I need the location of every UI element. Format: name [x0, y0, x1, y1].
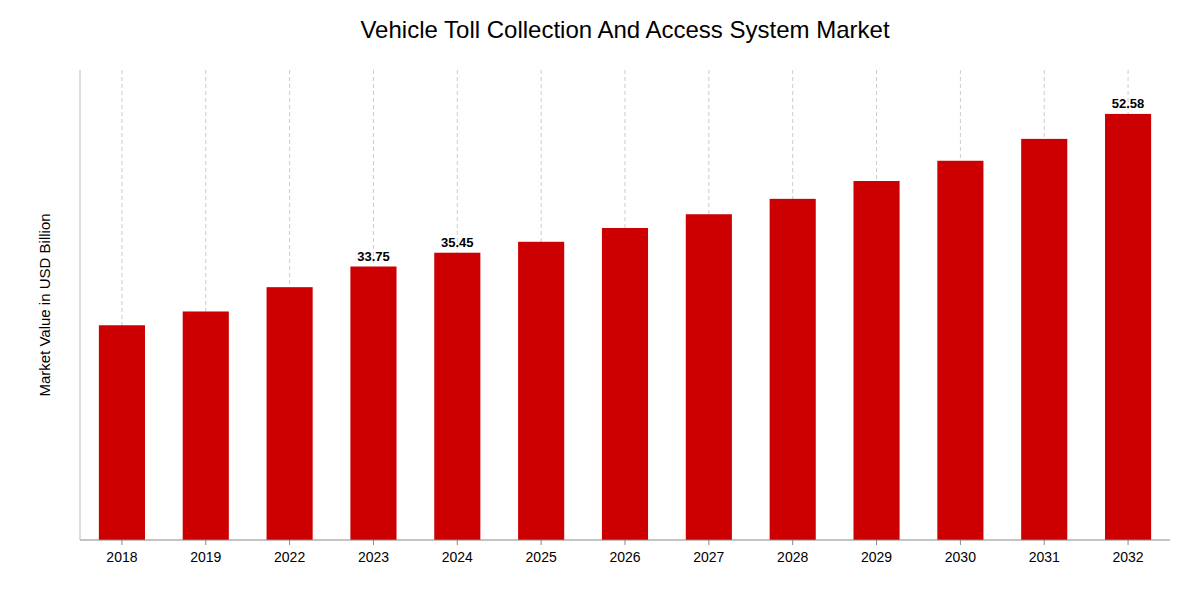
x-tick-label: 2023: [358, 549, 389, 565]
x-tick: [1128, 540, 1129, 545]
data-labels: 33.75 35.45 52.58: [357, 96, 1144, 264]
bar: [1105, 114, 1151, 540]
title: Vehicle Toll Collection And Access Syste…: [360, 16, 889, 43]
x-tick-label: 2025: [526, 549, 557, 565]
bar: [434, 253, 480, 540]
bar: [937, 161, 983, 540]
x-tick-label: 2030: [945, 549, 976, 565]
x-tick-label: 2018: [106, 549, 137, 565]
x-tick: [876, 540, 877, 545]
chart-container: 33.7535.4552.582018201920222023202420252…: [0, 0, 1200, 600]
bars: [99, 114, 1151, 540]
x-tick-label: 2027: [693, 549, 724, 565]
data-label: 52.58: [1112, 96, 1145, 111]
x-tick: [541, 540, 542, 545]
x-tick-label: 2024: [442, 549, 473, 565]
x-tick-label: 2031: [1029, 549, 1060, 565]
x-tick: [960, 540, 961, 545]
bar: [686, 214, 732, 540]
x-tick: [1044, 540, 1045, 545]
x-tick-label: 2026: [609, 549, 640, 565]
chart-svg: 33.7535.4552.582018201920222023202420252…: [0, 0, 1200, 600]
x-tick: [373, 540, 374, 545]
bar: [602, 228, 648, 540]
x-tick: [121, 540, 122, 545]
x-tick: [792, 540, 793, 545]
bar: [518, 242, 564, 540]
y-axis-line: [80, 70, 81, 540]
x-tick: [205, 540, 206, 545]
y-axis-label: Market Value in USD Billion: [36, 213, 53, 396]
x-tick: [625, 540, 626, 545]
data-label: 33.75: [357, 249, 390, 264]
bar: [183, 311, 229, 540]
bar: [99, 325, 145, 540]
x-tick: [457, 540, 458, 545]
bar: [853, 181, 899, 540]
x-tick-label: 2032: [1112, 549, 1143, 565]
bar: [267, 287, 313, 540]
x-tick-label: 2022: [274, 549, 305, 565]
grid: [122, 70, 1128, 540]
bar: [350, 267, 396, 540]
axes: 2018 2019 2022 2023 2024 2025 2026 2027 2028 2029…: [80, 70, 1170, 565]
x-tick-label: 2028: [777, 549, 808, 565]
x-tick-label: 2029: [861, 549, 892, 565]
bar: [770, 199, 816, 540]
bar: [1021, 139, 1067, 540]
data-label: 35.45: [441, 235, 474, 250]
x-tick: [289, 540, 290, 545]
x-tick: [708, 540, 709, 545]
x-tick-label: 2019: [190, 549, 221, 565]
